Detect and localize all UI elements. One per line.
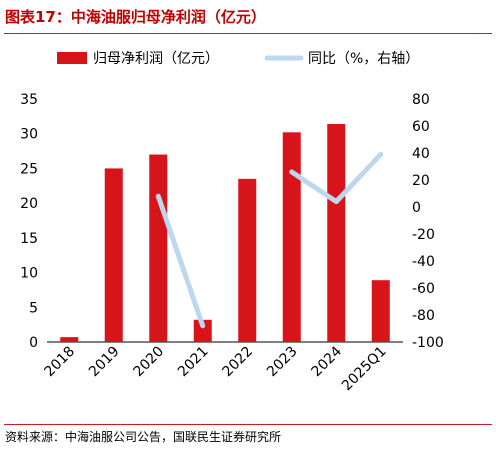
chart: 归母净利润（亿元） 同比（%，右轴） 0 5 10 15 20 25 30 35 -100 -80… [20, 50, 444, 394]
bar-2023 [282, 132, 301, 342]
y-right-tick-label: -60 [412, 281, 435, 297]
x-tick-label: 2025Q1 [339, 344, 390, 395]
legend-bar-label: 归母净利润（亿元） [93, 50, 219, 67]
y-left-tick-label: 15 [20, 231, 38, 247]
y-left-tick-label: 35 [20, 92, 38, 108]
legend-line-label: 同比（%，右轴） [308, 51, 419, 67]
bar-2019 [104, 168, 123, 342]
yoy-line-segment [155, 193, 206, 329]
y-left-tick-label: 0 [29, 335, 38, 351]
y-left-tick-label: 10 [20, 266, 38, 282]
x-tick-label: 2018 [42, 344, 79, 381]
y-right-tick-label: 0 [412, 200, 421, 216]
x-tick-label: 2022 [220, 344, 257, 381]
y-right-tick-label: -20 [412, 227, 435, 243]
bar-2024 [327, 123, 346, 342]
top-divider [4, 33, 492, 34]
bar-series [60, 123, 390, 342]
x-tick-label: 2023 [264, 344, 301, 381]
y-left-tick-label: 30 [20, 127, 38, 143]
axes: 0 5 10 15 20 25 30 35 -100 -80 -60 -40 -20 0 20 40 60 80 [20, 92, 444, 351]
legend-bar-swatch [57, 52, 87, 64]
x-tick-label: 2020 [131, 344, 168, 381]
bar-2025Q1 [371, 280, 390, 342]
y-left-tick-label: 25 [20, 161, 38, 177]
y-right-tick-label: 40 [412, 146, 430, 162]
x-tick-label: 2019 [86, 344, 123, 381]
line-series [155, 151, 384, 329]
bottom-divider [4, 424, 492, 425]
y-right-tick-label: 80 [412, 92, 430, 108]
y-right-tick-label: -40 [412, 254, 435, 270]
y-right-tick-label: 20 [412, 173, 430, 189]
bar-2022 [238, 178, 257, 342]
bar-2021 [193, 319, 212, 342]
source-note: 资料来源：中海油服公司公告，国联民生证券研究所 [5, 430, 282, 444]
y-right-tick-label: -80 [412, 308, 435, 324]
y-right-tick-label: 60 [412, 119, 430, 135]
y-left-tick-label: 5 [29, 300, 38, 316]
y-right-tick-label: -100 [412, 335, 444, 351]
legend: 归母净利润（亿元） 同比（%，右轴） [57, 50, 419, 67]
bar-2018 [60, 337, 79, 342]
yoy-line-segment [289, 151, 384, 205]
page-title: 图表17：中海油服归母净利润（亿元） [5, 8, 266, 26]
bar-2020 [149, 154, 168, 342]
x-tick-label: 2021 [175, 344, 212, 381]
y-left-tick-label: 20 [20, 196, 38, 212]
x-tick-label: 2024 [309, 343, 346, 380]
